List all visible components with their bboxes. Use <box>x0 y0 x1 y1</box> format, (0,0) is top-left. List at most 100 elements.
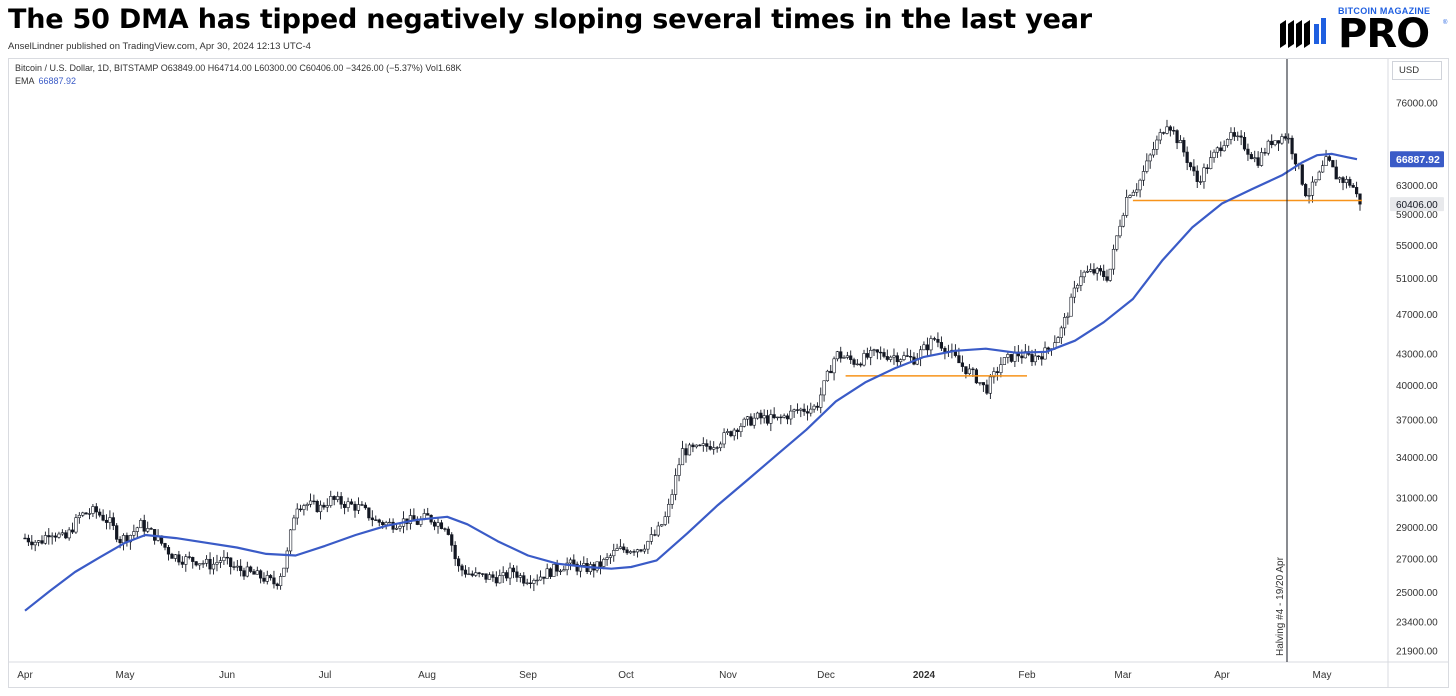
candle-up <box>1155 139 1159 150</box>
candle-up <box>1321 165 1325 173</box>
candle-up <box>1125 197 1129 216</box>
candle-up <box>36 540 41 543</box>
candle-down <box>53 535 58 538</box>
candle-up <box>1062 317 1067 329</box>
x-tick-label: May <box>116 670 135 681</box>
publisher-byline: AnselLindner published on TradingView.co… <box>8 41 311 52</box>
candle-up <box>1199 181 1203 183</box>
x-tick-label: May <box>1313 670 1332 681</box>
candle-up <box>1115 235 1119 250</box>
candle-down <box>1182 140 1186 153</box>
candle-up <box>535 579 539 582</box>
candle-down <box>194 561 198 566</box>
candle-up <box>1324 156 1328 166</box>
candle-up <box>1310 181 1315 196</box>
candle-up <box>525 582 529 584</box>
candle-up <box>1095 268 1099 274</box>
candle-up <box>565 562 569 571</box>
candle-up <box>184 556 188 565</box>
candle-up <box>57 533 61 538</box>
candle-down <box>1256 157 1260 166</box>
candle-down <box>363 504 367 509</box>
candle-down <box>339 496 343 505</box>
candle-up <box>1266 140 1270 154</box>
candle-down <box>691 444 695 448</box>
y-tick-label: 59000.00 <box>1396 210 1438 221</box>
candle-down <box>1232 132 1236 137</box>
candle-down <box>1105 276 1109 281</box>
x-tick-label: Aug <box>418 670 436 681</box>
last-price-badge <box>1390 197 1444 212</box>
candle-up <box>1006 354 1010 358</box>
candle-down <box>625 549 629 554</box>
ema-legend: EMA 66887.92 <box>15 76 76 86</box>
candle-down <box>729 431 733 437</box>
candle-down <box>353 503 357 511</box>
brand-bars-icon <box>1280 18 1326 48</box>
candle-up <box>929 338 933 351</box>
candle-down <box>367 507 371 519</box>
candle-down <box>555 564 559 572</box>
candle-down <box>1334 166 1338 180</box>
candle-down <box>815 405 820 408</box>
x-tick-label: Apr <box>17 670 33 681</box>
candle-down <box>1276 140 1281 144</box>
ema-legend-label: EMA <box>15 76 35 86</box>
candle-down <box>960 362 964 367</box>
candle-up <box>198 563 202 566</box>
candle-up <box>618 546 623 549</box>
candle-down <box>1092 269 1096 274</box>
candle-down <box>1358 193 1362 205</box>
candle-up <box>1148 154 1152 162</box>
x-tick-label: Oct <box>618 670 634 681</box>
candle-down <box>839 351 843 359</box>
candle-up <box>532 580 536 584</box>
chart-headline: The 50 DMA has tipped negatively sloping… <box>8 4 1092 35</box>
candle-down <box>30 541 34 546</box>
candle-up <box>508 567 512 579</box>
candle-down <box>1175 130 1179 144</box>
candle-up <box>1253 157 1257 160</box>
candle-up <box>822 380 826 396</box>
candle-down <box>312 500 316 503</box>
candle-down <box>698 444 702 447</box>
candle-up <box>1202 167 1206 182</box>
candle-down <box>1020 355 1024 359</box>
candle-down <box>381 522 385 526</box>
candle-down <box>1188 162 1193 168</box>
candle-up <box>81 512 85 516</box>
candle-down <box>1348 179 1352 186</box>
candle-down <box>1239 135 1243 138</box>
candle-up <box>558 570 563 573</box>
candle-up <box>74 517 78 533</box>
candle-down <box>446 528 450 535</box>
candle-down <box>370 517 374 521</box>
candle-up <box>739 425 743 433</box>
candle-up <box>498 575 502 584</box>
y-tick-label: 47000.00 <box>1396 310 1438 321</box>
candle-down <box>805 411 810 414</box>
candle-down <box>1195 170 1199 182</box>
candle-down <box>463 569 468 575</box>
candle-up <box>782 415 786 418</box>
y-tick-label: 51000.00 <box>1396 274 1438 285</box>
candle-up <box>719 443 723 449</box>
currency-selector[interactable]: USD <box>1392 61 1442 80</box>
candle-down <box>653 534 657 536</box>
candle-down <box>166 547 171 555</box>
candle-up <box>1317 171 1321 181</box>
candle-up <box>722 432 726 445</box>
candle-up <box>1056 337 1060 344</box>
x-tick-label: Nov <box>719 670 737 681</box>
candle-down <box>180 561 184 565</box>
candle-up <box>255 570 259 575</box>
candle-down <box>905 355 909 357</box>
candle-down <box>1030 354 1034 363</box>
candle-up <box>87 513 92 515</box>
candle-up <box>139 520 143 529</box>
candle-up <box>1287 137 1291 140</box>
candle-down <box>957 355 961 364</box>
candle-up <box>91 506 95 514</box>
ema-price-badge <box>1390 151 1444 168</box>
candle-up <box>582 563 586 566</box>
